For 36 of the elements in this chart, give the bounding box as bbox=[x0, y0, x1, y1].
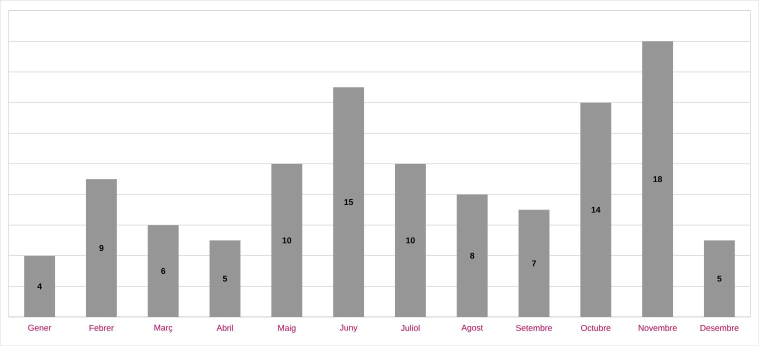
data-label: 9 bbox=[99, 245, 104, 252]
bar bbox=[271, 164, 302, 318]
bar bbox=[704, 240, 735, 318]
data-label: 6 bbox=[161, 268, 166, 274]
x-tick-label: Agost bbox=[461, 324, 483, 332]
bar bbox=[86, 179, 117, 318]
x-tick-label: Gener bbox=[28, 324, 52, 331]
x-tick-label: Març bbox=[154, 324, 172, 333]
bar bbox=[456, 194, 488, 318]
x-tick-label: Setembre bbox=[516, 324, 552, 332]
data-label: 8 bbox=[470, 252, 474, 259]
x-tick-label: Abril bbox=[216, 324, 233, 332]
bar bbox=[333, 87, 364, 318]
x-tick-label: Juliol bbox=[400, 324, 420, 332]
data-label: 7 bbox=[532, 260, 536, 266]
x-tick-label: Desembre bbox=[700, 324, 739, 332]
bar bbox=[642, 41, 674, 318]
bar bbox=[518, 210, 550, 318]
data-label: 4 bbox=[37, 284, 42, 290]
x-tick-label: Novembre bbox=[638, 324, 677, 332]
bar bbox=[580, 102, 612, 318]
x-tick-label: Maig bbox=[278, 324, 296, 333]
x-tick-label: Febrer bbox=[90, 324, 114, 332]
data-label: 10 bbox=[406, 238, 415, 244]
data-label: 5 bbox=[717, 276, 722, 282]
data-label: 18 bbox=[653, 176, 662, 182]
bar bbox=[148, 225, 179, 318]
bar bbox=[210, 240, 240, 318]
x-tick-label: Octubre bbox=[581, 324, 610, 332]
x-tick-label: Juny bbox=[340, 324, 358, 332]
data-label: 15 bbox=[344, 199, 354, 206]
data-label: 14 bbox=[592, 207, 600, 213]
data-label: 10 bbox=[282, 238, 292, 244]
bar bbox=[24, 256, 56, 318]
bar bbox=[394, 164, 426, 318]
data-label: 5 bbox=[222, 276, 228, 282]
